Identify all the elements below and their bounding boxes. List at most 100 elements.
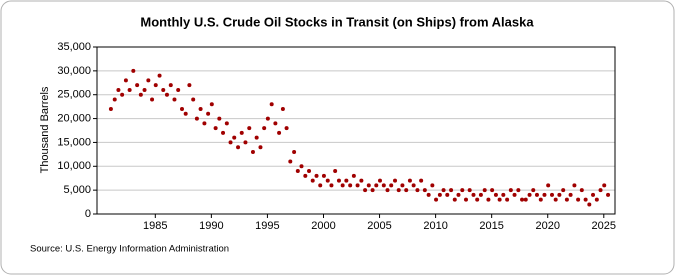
point [221, 130, 226, 135]
point [407, 178, 412, 183]
x-tick-label: 1985 [143, 220, 167, 232]
point [280, 107, 285, 112]
point [497, 197, 502, 202]
point [187, 83, 192, 88]
point [377, 178, 382, 183]
point [452, 197, 457, 202]
x-tick-label: 2010 [423, 220, 447, 232]
point [239, 130, 244, 135]
point [265, 116, 270, 121]
point [400, 183, 405, 188]
point [150, 97, 155, 102]
y-tick-label: 5,000 [63, 184, 91, 196]
chart-title: Monthly U.S. Crude Oil Stocks in Transit… [140, 14, 534, 29]
y-tick-label: 0 [85, 208, 91, 220]
point [523, 197, 528, 202]
x-tick-label: 2015 [479, 220, 503, 232]
point [419, 178, 424, 183]
point [310, 178, 315, 183]
point [564, 197, 569, 202]
point [493, 192, 498, 197]
point [161, 87, 166, 92]
point [198, 107, 203, 112]
point [340, 183, 345, 188]
point [344, 178, 349, 183]
point [463, 197, 468, 202]
point [460, 188, 465, 193]
point [561, 188, 566, 193]
point [191, 97, 196, 102]
point [490, 188, 495, 193]
point [307, 169, 312, 174]
point [138, 92, 143, 97]
point [273, 121, 278, 126]
point [194, 116, 199, 121]
x-tick-label: 2005 [367, 220, 391, 232]
point [583, 197, 588, 202]
point [542, 192, 547, 197]
point [295, 169, 300, 174]
point [314, 173, 319, 178]
source: Source: U.S. Energy Information Administ… [30, 244, 229, 255]
point [153, 83, 158, 88]
point [116, 87, 121, 92]
point [217, 116, 222, 121]
point [445, 192, 450, 197]
point [325, 178, 330, 183]
point [486, 197, 491, 202]
point [508, 188, 513, 193]
point [333, 169, 338, 174]
point [135, 83, 140, 88]
point [602, 183, 607, 188]
y-tick-label: 10,000 [57, 160, 91, 172]
point [374, 183, 379, 188]
point [318, 183, 323, 188]
point [456, 192, 461, 197]
point [303, 173, 308, 178]
point [329, 183, 334, 188]
point [422, 188, 427, 193]
point [587, 202, 592, 207]
point [236, 145, 241, 150]
point [467, 188, 472, 193]
point [254, 135, 259, 140]
point [288, 159, 293, 164]
point [579, 188, 584, 193]
point [553, 197, 558, 202]
point [168, 83, 173, 88]
point [437, 192, 442, 197]
point [157, 73, 162, 78]
point [183, 111, 188, 116]
point [123, 78, 128, 83]
point [512, 192, 517, 197]
point [572, 183, 577, 188]
point [284, 126, 289, 131]
point [277, 130, 282, 135]
y-tick-label: 20,000 [57, 112, 91, 124]
point [370, 188, 375, 193]
point [262, 126, 267, 131]
point [381, 183, 386, 188]
point [172, 97, 177, 102]
point [471, 192, 476, 197]
point [321, 173, 326, 178]
point [557, 192, 562, 197]
point [258, 145, 263, 150]
point [142, 87, 147, 92]
x-tick-label: 2025 [592, 220, 616, 232]
point [299, 164, 304, 169]
x-tick-label: 2020 [535, 220, 559, 232]
point [534, 192, 539, 197]
point [482, 188, 487, 193]
point [355, 183, 360, 188]
point [591, 192, 596, 197]
point [531, 188, 536, 193]
point [179, 107, 184, 112]
point [568, 192, 573, 197]
point [232, 135, 237, 140]
point [228, 140, 233, 145]
point [505, 197, 510, 202]
